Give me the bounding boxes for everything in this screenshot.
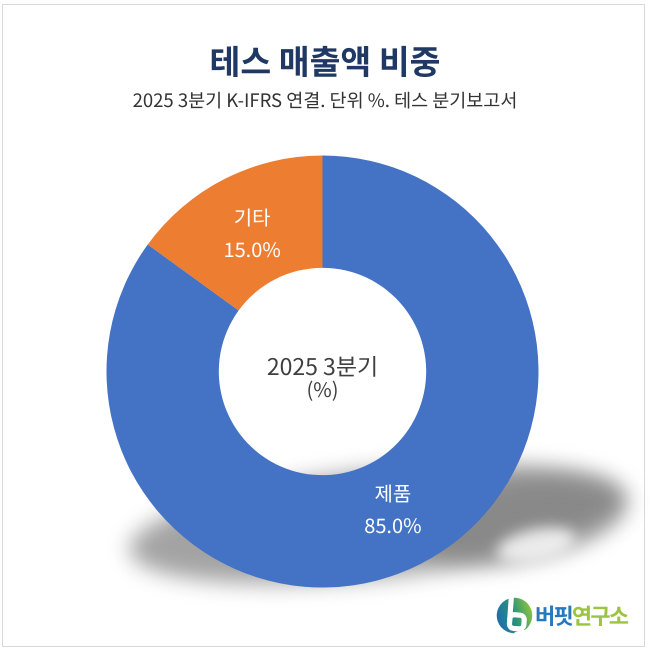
slice-label-name-0: 제품 (374, 478, 411, 507)
slice-label-value-1: 15.0% (223, 234, 280, 263)
logo-mark (496, 596, 533, 634)
brand-logo-icon (496, 596, 533, 634)
logo-rim-notch (514, 629, 526, 634)
donut-slice-0 (106, 155, 539, 588)
donut-slice-1 (147, 155, 323, 311)
slice-label-name-1: 기타 (234, 202, 271, 231)
brand-logo: 버핏연구소 (496, 596, 646, 634)
donut-center-label: 2025 3분기 (266, 348, 379, 382)
donut-center-sublabel: (%) (306, 374, 339, 403)
brand-name-blue: 버핏 (535, 599, 574, 631)
slice-label-value-0: 85.0% (364, 510, 421, 539)
chart-title: 테스 매출액 비중 (209, 35, 441, 84)
donut-slices (106, 155, 539, 588)
donut-slice-labels: 제품 85.0% 기타 15.0% (223, 202, 421, 539)
brand-name: 버핏연구소 (535, 596, 629, 634)
chart-subtitle: 2025 3분기 K-IFRS 연결. 단위 %. 테스 분기보고서 (132, 87, 518, 113)
brand-name-green: 연구소 (571, 599, 629, 631)
logo-b-bowl (506, 611, 527, 631)
